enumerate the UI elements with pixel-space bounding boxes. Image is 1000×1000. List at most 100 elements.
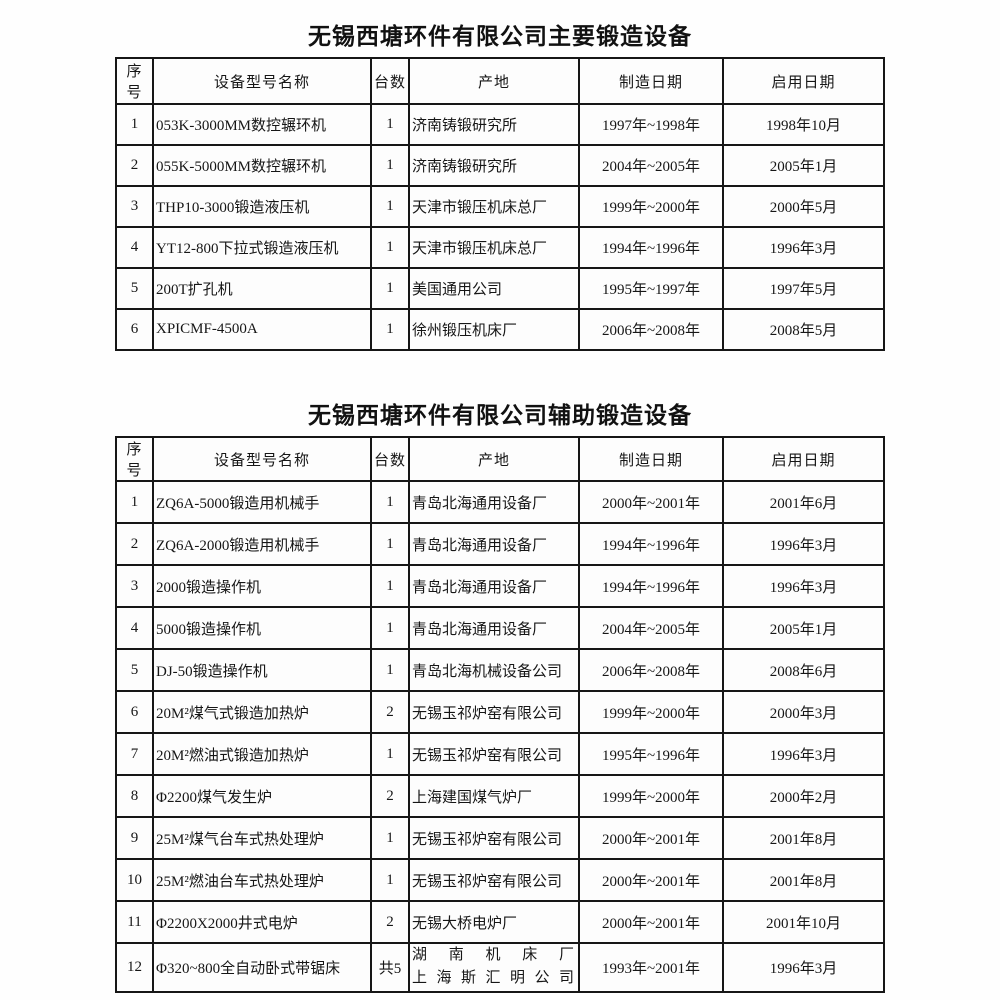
table-cell: 1 (115, 103, 154, 146)
table-row: 12 Φ320~800全自动卧式带锯床 共5 湖南机床厂 上海斯汇明公司 1993年~2… (115, 942, 885, 993)
table-cell: 20M²燃油式锻造加热炉 (152, 732, 372, 776)
table-cell: 2 (115, 522, 154, 566)
table-cell: 2001年8月 (722, 858, 885, 902)
table-cell: 2 (370, 774, 410, 818)
table-cell: 无锡玉祁炉窑有限公司 (408, 690, 580, 734)
table-cell: 1 (370, 480, 410, 524)
header-origin: 产地 (408, 57, 580, 105)
table-row: 2 ZQ6A-2000锻造用机械手 1 青岛北海通用设备厂 1994年~1996年 199… (115, 522, 885, 566)
table-cell: 4 (115, 606, 154, 650)
table-cell: 1 (370, 732, 410, 776)
table-cell: 25M²燃油台车式热处理炉 (152, 858, 372, 902)
table-cell: 3 (115, 185, 154, 228)
table-cell: 25M²煤气台车式热处理炉 (152, 816, 372, 860)
table-cell: 9 (115, 816, 154, 860)
main-equipment-table: 序号 设备型号名称 台数 产地 制造日期 启用日期 1 053K-3000MM数控… (115, 57, 885, 351)
header-unit-count: 台数 (370, 57, 410, 105)
table-header-row: 序号 设备型号名称 台数 产地 制造日期 启用日期 (115, 436, 885, 482)
table-cell: 2005年1月 (722, 144, 885, 187)
table-cell: 1994年~1996年 (578, 522, 724, 566)
table-cell: 2000年~2001年 (578, 480, 724, 524)
main-table-title: 无锡西塘环件有限公司主要锻造设备 (308, 24, 692, 49)
header-start-date: 启用日期 (722, 57, 885, 105)
aux-table-title: 无锡西塘环件有限公司辅助锻造设备 (308, 403, 692, 428)
table-cell: 2 (370, 900, 410, 944)
table-cell: Φ320~800全自动卧式带锯床 (152, 942, 372, 993)
table-cell: 2005年1月 (722, 606, 885, 650)
table-cell: 5 (115, 267, 154, 310)
table-cell: 无锡大桥电炉厂 (408, 900, 580, 944)
table-cell: 上海建国煤气炉厂 (408, 774, 580, 818)
table-row: 4 5000锻造操作机 1 青岛北海通用设备厂 2004年~2005年 2005年1月 (115, 606, 885, 650)
table-cell: 2001年10月 (722, 900, 885, 944)
table-cell: 10 (115, 858, 154, 902)
table-cell: 1994年~1996年 (578, 226, 724, 269)
table-cell: 1993年~2001年 (578, 942, 724, 993)
table-cell: Φ2200X2000井式电炉 (152, 900, 372, 944)
table-cell: 1 (370, 564, 410, 608)
table-cell: 2004年~2005年 (578, 606, 724, 650)
table-cell: 1999年~2000年 (578, 690, 724, 734)
table-row: 3 THP10-3000锻造液压机 1 天津市锻压机床总厂 1999年~2000年 200… (115, 185, 885, 228)
table-cell: Φ2200煤气发生炉 (152, 774, 372, 818)
table-cell: 2000年~2001年 (578, 816, 724, 860)
table-cell: 青岛北海通用设备厂 (408, 480, 580, 524)
table-cell: ZQ6A-5000锻造用机械手 (152, 480, 372, 524)
table-header-row: 序号 设备型号名称 台数 产地 制造日期 启用日期 (115, 57, 885, 105)
table-cell: 3 (115, 564, 154, 608)
table-cell: XPICMF-4500A (152, 308, 372, 351)
table-cell: THP10-3000锻造液压机 (152, 185, 372, 228)
table-cell: 2001年8月 (722, 816, 885, 860)
table-cell: 12 (115, 942, 154, 993)
table-cell: 2006年~2008年 (578, 648, 724, 692)
table-cell: 8 (115, 774, 154, 818)
table-row: 6 20M²煤气式锻造加热炉 2 无锡玉祁炉窑有限公司 1999年~2000年 2000年… (115, 690, 885, 734)
table-cell: 1 (370, 308, 410, 351)
table-cell: 1 (370, 816, 410, 860)
table-cell: 2000年2月 (722, 774, 885, 818)
table-row: 2 055K-5000MM数控辗环机 1 济南铸锻研究所 2004年~2005年 2005… (115, 144, 885, 187)
table-cell: 青岛北海通用设备厂 (408, 606, 580, 650)
table-cell: YT12-800下拉式锻造液压机 (152, 226, 372, 269)
table-cell: 2001年6月 (722, 480, 885, 524)
table-row: 7 20M²燃油式锻造加热炉 1 无锡玉祁炉窑有限公司 1995年~1996年 1996年… (115, 732, 885, 776)
table-cell: 11 (115, 900, 154, 944)
table-cell: 2000锻造操作机 (152, 564, 372, 608)
table-cell: 青岛北海通用设备厂 (408, 564, 580, 608)
table-row: 5 DJ-50锻造操作机 1 青岛北海机械设备公司 2006年~2008年 2008年6月 (115, 648, 885, 692)
header-equipment-model: 设备型号名称 (152, 57, 372, 105)
table-cell: 2008年5月 (722, 308, 885, 351)
table-row: 4 YT12-800下拉式锻造液压机 1 天津市锻压机床总厂 1994年~1996年 19… (115, 226, 885, 269)
table-cell: 5000锻造操作机 (152, 606, 372, 650)
header-origin: 产地 (408, 436, 580, 482)
table-row: 5 200T扩孔机 1 美国通用公司 1995年~1997年 1997年5月 (115, 267, 885, 310)
table-cell: 1 (370, 858, 410, 902)
table-cell: 徐州锻压机床厂 (408, 308, 580, 351)
table-cell: 1 (370, 103, 410, 146)
table-cell: 济南铸锻研究所 (408, 144, 580, 187)
header-manufacture-date: 制造日期 (578, 436, 724, 482)
table-cell: 湖南机床厂 上海斯汇明公司 (408, 942, 580, 993)
table-cell: 1 (115, 480, 154, 524)
table-cell: 无锡玉祁炉窑有限公司 (408, 732, 580, 776)
table-cell: 1 (370, 144, 410, 187)
table-cell: 200T扩孔机 (152, 267, 372, 310)
table-cell: 1996年3月 (722, 732, 885, 776)
table-cell: 1995年~1996年 (578, 732, 724, 776)
table-cell: 1999年~2000年 (578, 774, 724, 818)
table-cell: 1997年~1998年 (578, 103, 724, 146)
table-cell: 7 (115, 732, 154, 776)
header-start-date: 启用日期 (722, 436, 885, 482)
table-row: 1 ZQ6A-5000锻造用机械手 1 青岛北海通用设备厂 2000年~2001年 200… (115, 480, 885, 524)
table-cell: 青岛北海通用设备厂 (408, 522, 580, 566)
table-cell: 2006年~2008年 (578, 308, 724, 351)
table-cell: 2000年5月 (722, 185, 885, 228)
table-row: 1 053K-3000MM数控辗环机 1 济南铸锻研究所 1997年~1998年 1998… (115, 103, 885, 146)
table-row: 10 25M²燃油台车式热处理炉 1 无锡玉祁炉窑有限公司 2000年~2001年 200… (115, 858, 885, 902)
table-cell: 1 (370, 648, 410, 692)
table-cell: 2000年~2001年 (578, 858, 724, 902)
table-cell: 055K-5000MM数控辗环机 (152, 144, 372, 187)
table-cell: 无锡玉祁炉窑有限公司 (408, 816, 580, 860)
table-cell: 1 (370, 267, 410, 310)
table-cell: 6 (115, 308, 154, 351)
